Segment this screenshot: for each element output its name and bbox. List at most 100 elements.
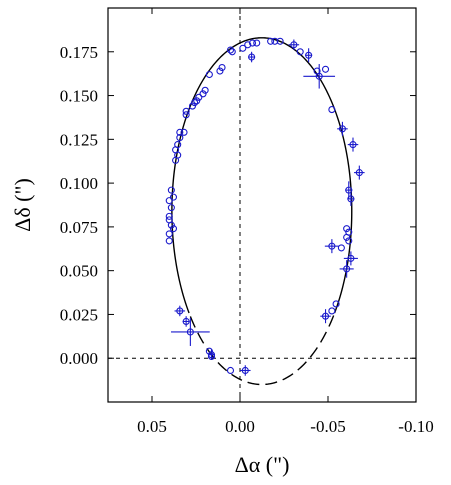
point-marker — [226, 46, 235, 54]
data-point — [167, 186, 175, 194]
point-marker — [218, 63, 226, 72]
point-marker — [305, 51, 313, 59]
point-marker — [176, 307, 184, 315]
point-marker — [201, 86, 209, 94]
data-point — [174, 305, 186, 317]
y-axis-label: Δδ (") — [10, 178, 35, 232]
point-marker — [167, 221, 175, 229]
data-point — [193, 97, 201, 105]
point-marker — [328, 242, 336, 250]
data-point — [182, 107, 190, 115]
x-tick-label: -0.05 — [310, 417, 345, 436]
point-marker — [167, 186, 175, 194]
point-marker — [244, 41, 252, 49]
point-marker — [248, 39, 257, 47]
orbit-solid-segment — [171, 37, 353, 314]
point-marker — [165, 237, 173, 245]
data-point — [239, 44, 247, 52]
data-point — [332, 300, 340, 308]
point-marker — [343, 225, 351, 233]
data-point — [165, 230, 173, 238]
data-point — [305, 48, 313, 63]
data-point — [276, 37, 284, 45]
data-point — [343, 233, 351, 241]
point-marker — [165, 197, 173, 205]
point-marker — [205, 70, 213, 79]
point-marker — [345, 186, 353, 194]
data-point — [195, 93, 203, 101]
point-marker — [176, 128, 184, 136]
point-marker — [343, 265, 351, 273]
point-marker — [193, 97, 201, 105]
data-point — [169, 225, 178, 233]
x-tick-label: -0.10 — [398, 417, 433, 436]
point-marker — [290, 41, 298, 49]
data-point — [244, 41, 252, 49]
data-point — [324, 239, 339, 254]
point-marker — [349, 141, 357, 149]
x-tick-label: 0.00 — [225, 417, 255, 436]
point-marker — [343, 233, 351, 241]
point-marker — [271, 37, 279, 45]
point-marker — [248, 53, 256, 61]
x-axis-label: Δα (") — [235, 452, 290, 477]
data-point — [216, 67, 224, 75]
data-point — [267, 37, 275, 45]
data-point — [176, 128, 184, 136]
point-marker — [172, 156, 180, 164]
data-point — [347, 137, 359, 152]
point-marker — [216, 67, 224, 75]
data-point — [240, 365, 251, 376]
point-marker — [296, 48, 304, 56]
data-point — [207, 349, 216, 360]
reference-lines — [108, 8, 416, 402]
y-tick-label: 0.100 — [60, 174, 98, 193]
data-point — [205, 70, 213, 79]
data-point — [339, 260, 354, 278]
point-marker — [182, 111, 190, 119]
y-tick-label: 0.025 — [60, 305, 98, 324]
data-point — [303, 64, 336, 89]
point-marker — [186, 328, 194, 336]
data-point — [354, 165, 365, 180]
point-marker — [195, 93, 203, 101]
point-marker — [345, 237, 353, 245]
x-axis-ticks: 0.05 0.00 -0.05 -0.10 — [137, 8, 434, 436]
y-tick-label: 0.150 — [60, 87, 98, 106]
data-point — [296, 48, 304, 56]
point-marker — [167, 204, 175, 212]
data-point — [248, 39, 257, 47]
data-point — [191, 99, 199, 107]
data-point — [253, 39, 261, 47]
point-marker — [328, 307, 336, 315]
y-tick-label: 0.050 — [60, 262, 98, 281]
data-point — [167, 204, 175, 212]
data-point — [347, 191, 355, 206]
data-point — [171, 317, 210, 346]
y-tick-label: 0.075 — [60, 218, 98, 237]
y-tick-label: 0.125 — [60, 130, 98, 149]
data-point — [248, 51, 256, 63]
point-marker — [188, 102, 197, 110]
data-point — [343, 251, 358, 266]
data-point — [226, 366, 235, 375]
point-marker — [207, 351, 216, 359]
data-point — [321, 65, 330, 73]
data-point — [218, 63, 226, 72]
data-point — [199, 90, 207, 98]
point-marker — [355, 169, 363, 177]
point-marker — [347, 254, 355, 262]
point-marker — [332, 300, 340, 308]
point-marker — [267, 37, 275, 45]
data-point — [337, 244, 345, 252]
point-marker — [165, 230, 173, 238]
point-marker — [182, 317, 190, 325]
y-tick-label: 0.175 — [60, 43, 98, 62]
y-tick-label: 0.000 — [60, 349, 98, 368]
data-point — [182, 111, 190, 119]
point-marker — [165, 212, 173, 220]
data-point — [328, 106, 336, 114]
data-point — [345, 181, 353, 199]
series-2 — [171, 39, 365, 376]
